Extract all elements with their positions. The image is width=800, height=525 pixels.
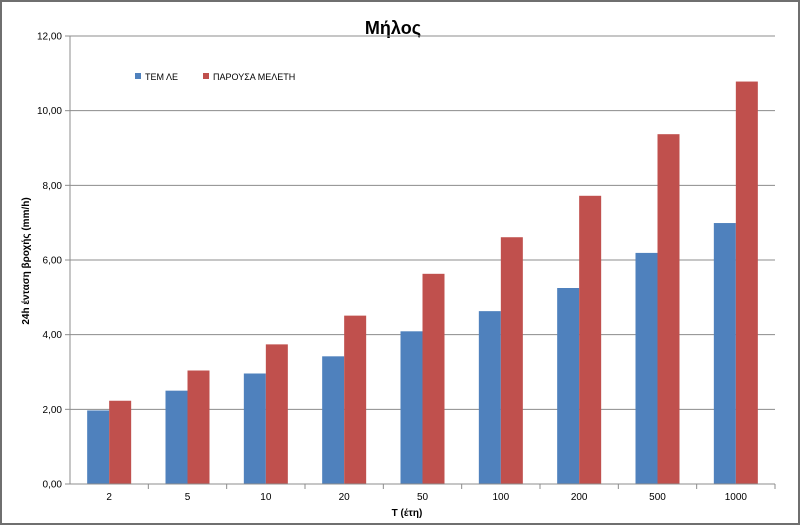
legend-swatch: [135, 73, 141, 79]
bar-series-1: [478, 311, 501, 484]
y-tick-label: 6,00: [43, 256, 63, 267]
bar-series-1: [165, 390, 188, 484]
bar-series-2: [657, 134, 680, 485]
x-tick-label: 1000: [725, 492, 748, 503]
legend: ΤΕΜ ΛΕ ΠΑΡΟΥΣΑ ΜΕΛΕΤΗ: [135, 72, 295, 82]
axes: [69, 36, 776, 489]
x-axis-label: T (έτη): [392, 508, 423, 519]
y-tick-label: 12,00: [37, 32, 62, 43]
bar-series-2: [500, 237, 523, 484]
bar-series-2: [265, 344, 288, 484]
x-tick-label: 50: [417, 492, 429, 503]
bar-series-1: [713, 223, 736, 485]
legend-swatch: [203, 73, 209, 79]
chart-title: Μήλος: [365, 18, 421, 38]
y-tick-label: 10,00: [37, 106, 62, 117]
x-tick-label: 100: [492, 492, 509, 503]
bar-series-1: [87, 410, 110, 484]
y-axis-label: 24h ένταση βροχής (mm/h): [21, 197, 32, 324]
bar-series-2: [422, 273, 445, 484]
bar-series-2: [187, 370, 210, 484]
y-tick-label: 8,00: [43, 181, 63, 192]
bar-series-1: [243, 373, 266, 484]
bar-series-2: [109, 400, 132, 484]
x-tick-label: 10: [260, 492, 272, 503]
y-tick-label: 0,00: [43, 480, 63, 491]
y-tick-label: 2,00: [43, 405, 63, 416]
bars: [87, 81, 758, 485]
x-tick-label: 5: [185, 492, 191, 503]
x-tick-label: 200: [571, 492, 588, 503]
bar-series-2: [735, 81, 758, 485]
x-tick-labels: 2 5 10 20 50 100 200 500 1000: [106, 492, 747, 503]
legend-label: ΠΑΡΟΥΣΑ ΜΕΛΕΤΗ: [213, 72, 295, 82]
x-tick-label: 500: [649, 492, 666, 503]
y-tick-labels: 0,00 2,00 4,00 6,00 8,00 10,00 12,00: [37, 32, 62, 491]
y-tick-label: 4,00: [43, 330, 63, 341]
bar-series-1: [400, 331, 423, 484]
bar-series-2: [579, 195, 602, 484]
bar-series-1: [322, 356, 345, 484]
legend-label: ΤΕΜ ΛΕ: [145, 72, 178, 82]
bar-series-1: [557, 288, 580, 484]
bar-series-1: [635, 252, 658, 484]
x-tick-label: 20: [339, 492, 351, 503]
x-tick-label: 2: [106, 492, 112, 503]
bar-series-2: [344, 315, 367, 484]
